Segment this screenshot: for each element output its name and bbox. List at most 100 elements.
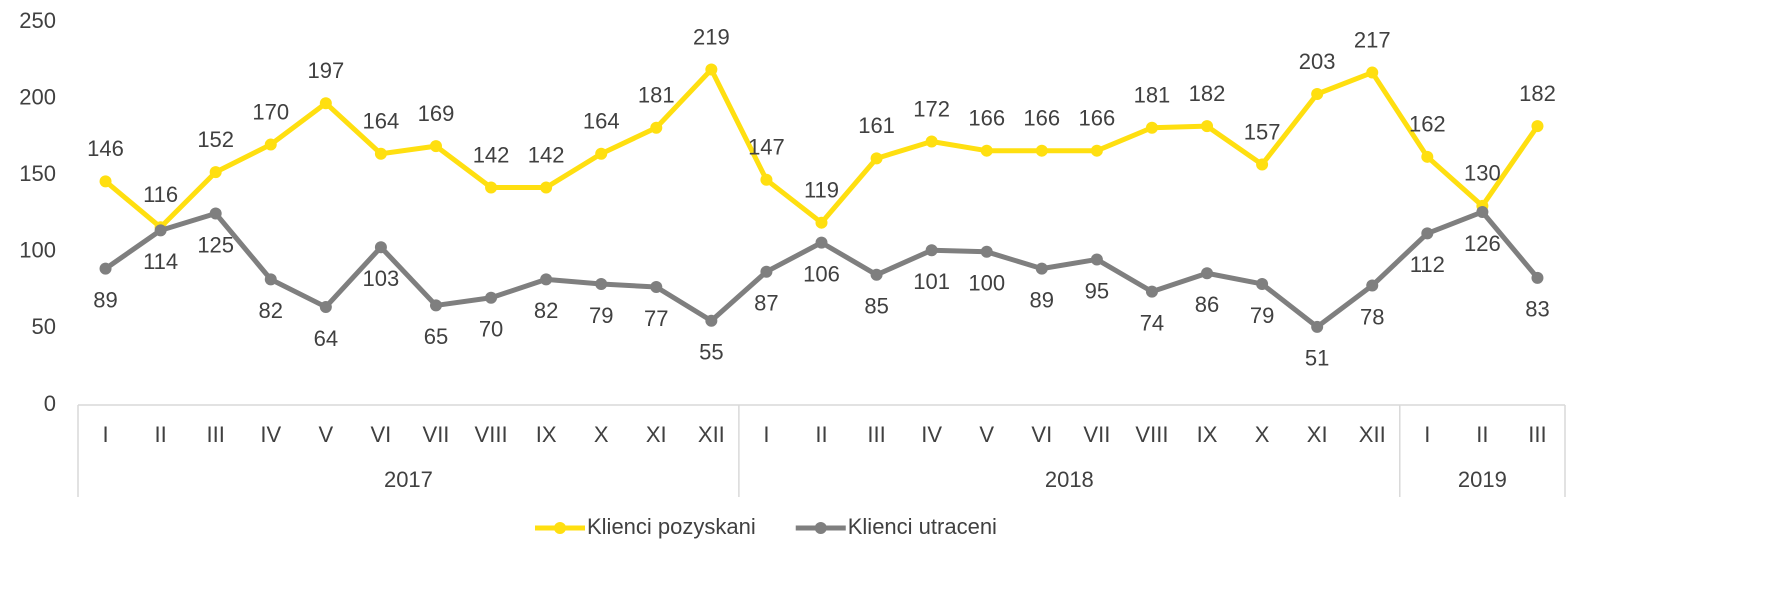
data-label: 203 [1299,49,1336,74]
x-tick-label: III [867,422,885,447]
data-point [760,265,773,278]
data-label: 146 [87,136,124,161]
data-point [760,173,773,186]
x-tick-label: I [102,422,108,447]
x-tick-label: VIII [475,422,508,447]
data-point [980,144,993,157]
x-tick-label: I [1424,422,1430,447]
data-label: 70 [479,317,503,342]
x-tick-label: XI [1307,422,1328,447]
data-label: 95 [1085,278,1109,303]
data-point [429,299,442,312]
data-point [1145,285,1158,298]
data-label: 106 [803,261,840,286]
data-label: 114 [143,249,178,274]
data-point [1421,150,1434,163]
data-label: 219 [693,24,730,49]
data-label: 142 [473,142,510,167]
data-label: 112 [1410,252,1445,277]
data-point [870,268,883,281]
data-label: 166 [1023,106,1060,131]
legend-label: Klienci pozyskani [587,514,756,539]
data-label: 126 [1464,231,1501,256]
data-label: 82 [534,298,558,323]
x-tick-label: V [318,422,333,447]
data-label: 85 [864,294,888,319]
data-label: 119 [804,178,839,203]
data-label: 86 [1195,292,1219,317]
data-point [319,97,332,110]
data-point [1035,262,1048,275]
data-label: 217 [1354,27,1391,52]
y-tick-label: 150 [19,161,56,186]
data-label: 65 [424,324,448,349]
legend-marker [554,522,566,534]
data-label: 162 [1409,112,1446,137]
data-point [1311,320,1324,333]
data-label: 181 [638,83,675,108]
x-tick-label: IX [536,422,557,447]
data-point [1201,120,1214,133]
data-point [264,273,277,286]
data-label: 181 [1134,83,1171,108]
data-point [209,166,222,179]
data-point [705,63,718,76]
data-label: 82 [259,298,283,323]
data-point [209,207,222,220]
x-tick-label: II [154,422,166,447]
data-point [1421,227,1434,240]
data-point [650,281,663,294]
data-label: 166 [1079,106,1116,131]
data-label: 83 [1525,297,1549,322]
x-tick-label: III [1528,422,1546,447]
data-point [1366,279,1379,292]
data-point [1311,88,1324,101]
x-tick-label: IV [260,422,281,447]
data-label: 147 [748,135,785,160]
data-point [485,181,498,194]
x-group-label: 2018 [1045,467,1094,492]
data-label: 172 [913,96,950,121]
x-tick-label: IX [1197,422,1218,447]
data-point [374,147,387,160]
x-tick-label: X [1255,422,1270,447]
data-label: 182 [1519,81,1556,106]
data-label: 103 [363,266,400,291]
data-point [264,138,277,151]
data-point [1256,277,1269,290]
x-tick-label: XI [646,422,667,447]
x-tick-label: VII [423,422,450,447]
x-tick-label: VII [1083,422,1110,447]
data-point [540,273,553,286]
data-label: 64 [314,326,338,351]
data-label: 152 [197,127,234,152]
x-tick-label: X [594,422,609,447]
data-point [1201,267,1214,280]
data-label: 77 [644,306,668,331]
y-tick-label: 250 [19,8,56,33]
data-label: 166 [968,106,1005,131]
data-label: 74 [1140,310,1164,335]
data-point [1476,205,1489,218]
x-tick-label: V [979,422,994,447]
data-label: 51 [1305,346,1329,371]
x-tick-label: IV [921,422,942,447]
data-point [1035,144,1048,157]
data-label: 100 [968,271,1005,296]
x-tick-label: III [207,422,225,447]
data-point [980,245,993,258]
data-point [870,152,883,165]
data-point [1090,253,1103,266]
x-tick-label: VIII [1135,422,1168,447]
data-point [1366,66,1379,79]
data-label: 164 [363,109,400,134]
data-point [705,314,718,327]
legend-label: Klienci utraceni [848,514,997,539]
data-label: 125 [197,232,234,257]
data-point [154,224,167,237]
x-tick-label: XII [698,422,725,447]
y-tick-label: 0 [44,391,56,416]
x-group-label: 2019 [1458,467,1507,492]
data-point [99,262,112,275]
x-group-label: 2017 [384,467,433,492]
